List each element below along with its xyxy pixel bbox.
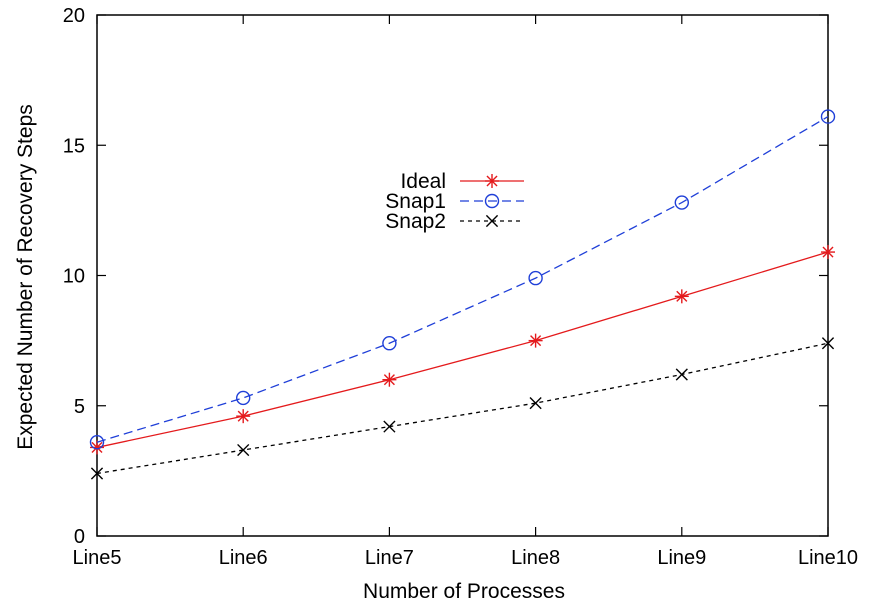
legend-label-snap1: Snap1 [385, 190, 446, 213]
y-axis-label: Expected Number of Recovery Steps [14, 104, 37, 450]
series-line-ideal [96, 251, 829, 449]
series-line-snap1 [96, 116, 829, 443]
data-point-snap1 [235, 390, 251, 406]
x-axis-label: Number of Processes [363, 580, 565, 603]
legend-label-ideal: Ideal [400, 170, 446, 193]
series-snap2 [90, 337, 835, 480]
plot-frame [96, 14, 829, 537]
data-point-snap2 [529, 397, 542, 410]
data-point-ideal [382, 372, 397, 387]
y-axis-ticks: 0 5 10 15 20 [63, 5, 828, 548]
legend-entry-snap1: Snap1 [385, 190, 524, 213]
data-point-snap1 [674, 195, 689, 210]
data-point-snap2 [675, 368, 688, 381]
data-point-ideal [674, 289, 689, 304]
data-point-snap2 [237, 443, 250, 457]
x-tick-label: Line6 [219, 547, 268, 569]
data-point-snap1 [382, 336, 397, 351]
x-tick-label: Line10 [798, 547, 858, 569]
series-snap1 [89, 109, 836, 450]
data-point-snap1 [89, 435, 105, 450]
x-tick-label: Line9 [657, 547, 706, 569]
x-tick-label: Line7 [365, 547, 414, 569]
legend-marker-snap2 [485, 214, 499, 228]
data-point-snap2 [383, 420, 396, 433]
x-tick-label: Line5 [73, 547, 122, 569]
legend-marker-snap1 [484, 193, 500, 209]
plot-border [96, 14, 829, 537]
legend-marker-ideal [485, 174, 499, 188]
x-tick-label: Line8 [511, 547, 560, 569]
data-point-snap1 [820, 109, 836, 124]
y-tick-label: 0 [74, 526, 85, 548]
legend-label-snap2: Snap2 [385, 210, 446, 233]
data-point-ideal [528, 333, 543, 348]
x-axis-ticks: Line5 Line6 Line7 Line8 Line9 Line10 [73, 15, 858, 569]
data-point-snap2 [821, 337, 835, 350]
data-point-ideal [236, 409, 251, 424]
y-tick-label: 5 [74, 396, 85, 418]
series-line-snap2 [96, 342, 829, 475]
legend-entry-ideal: Ideal [400, 170, 524, 193]
y-tick-label: 10 [63, 266, 85, 288]
y-tick-label: 20 [63, 5, 85, 27]
data-point-snap1 [528, 270, 543, 286]
data-point-ideal [821, 245, 835, 260]
legend-entry-snap2: Snap2 [385, 210, 524, 233]
series-layer [89, 109, 836, 480]
data-point-snap2 [90, 467, 104, 480]
y-tick-label: 15 [63, 135, 85, 157]
series-ideal [90, 245, 835, 455]
